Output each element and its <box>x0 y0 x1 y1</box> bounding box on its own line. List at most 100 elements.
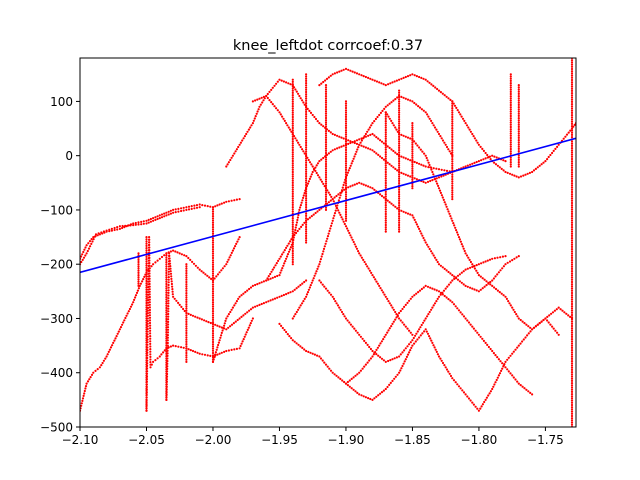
data-point <box>526 334 529 337</box>
data-point <box>357 250 360 253</box>
data-point <box>517 119 520 122</box>
data-point <box>297 141 300 144</box>
data-point <box>570 89 574 92</box>
data-point <box>570 186 574 189</box>
data-point <box>449 281 452 284</box>
data-point <box>542 318 545 322</box>
data-point <box>207 321 210 324</box>
data-point <box>149 348 152 351</box>
data-point <box>344 175 348 178</box>
data-point <box>509 139 512 142</box>
data-point <box>305 234 308 237</box>
data-point <box>263 97 266 100</box>
data-point <box>473 288 476 291</box>
data-point <box>507 300 510 303</box>
data-point <box>291 249 294 253</box>
data-point <box>233 199 236 202</box>
data-point <box>379 392 382 395</box>
data-point <box>295 223 298 227</box>
data-point <box>291 85 294 88</box>
data-point <box>508 302 511 305</box>
data-point <box>451 195 454 198</box>
data-point <box>327 152 330 155</box>
data-point <box>409 213 412 216</box>
data-point <box>149 324 152 327</box>
data-point <box>371 122 374 125</box>
data-point <box>418 336 421 339</box>
data-point <box>516 315 519 318</box>
data-point <box>324 123 328 126</box>
data-point <box>324 127 328 130</box>
data-point <box>324 145 328 148</box>
data-point <box>392 166 395 169</box>
data-point <box>383 293 386 296</box>
data-point <box>195 204 199 207</box>
data-point <box>318 122 321 125</box>
data-point <box>140 220 143 223</box>
data-point <box>517 110 520 113</box>
data-point <box>350 377 353 380</box>
data-point <box>336 304 340 307</box>
data-point <box>139 282 142 285</box>
data-point <box>509 103 512 107</box>
data-point <box>85 382 88 385</box>
data-point <box>328 193 332 196</box>
data-point <box>517 382 520 385</box>
data-point <box>567 131 570 134</box>
data-point <box>310 163 313 166</box>
data-point <box>322 80 325 84</box>
data-point <box>420 287 423 291</box>
data-point <box>302 150 305 153</box>
data-point <box>348 231 351 235</box>
data-point <box>431 287 434 290</box>
data-point <box>307 350 310 353</box>
data-point <box>308 286 311 289</box>
data-point <box>220 202 223 205</box>
data-point <box>406 174 410 177</box>
data-point <box>402 172 405 175</box>
data-point <box>570 294 574 297</box>
data-point <box>443 169 446 172</box>
data-point <box>570 285 574 288</box>
data-point <box>185 316 188 319</box>
data-point <box>291 100 294 103</box>
data-point <box>425 156 428 160</box>
data-point <box>328 367 331 370</box>
data-point <box>341 218 344 221</box>
data-point <box>354 153 357 156</box>
data-point <box>427 245 430 248</box>
data-point <box>373 188 376 191</box>
data-point <box>495 378 498 382</box>
data-point <box>368 345 371 349</box>
data-point <box>216 324 219 327</box>
data-point <box>201 353 204 356</box>
data-point <box>310 281 313 284</box>
data-point <box>455 229 458 232</box>
data-point <box>314 211 317 215</box>
data-point <box>331 132 334 136</box>
data-point <box>145 376 148 379</box>
data-point <box>123 319 126 322</box>
data-point <box>379 342 382 345</box>
data-point <box>145 249 148 252</box>
data-point <box>148 285 151 288</box>
data-point <box>549 323 552 326</box>
data-point <box>562 137 565 140</box>
data-point <box>570 322 574 325</box>
data-point <box>451 140 454 143</box>
data-point <box>382 359 385 362</box>
data-point <box>517 86 520 89</box>
data-point <box>384 175 387 178</box>
data-point <box>211 316 215 319</box>
data-point <box>384 137 387 140</box>
data-point <box>506 261 509 264</box>
data-point <box>384 133 387 136</box>
data-point <box>384 115 387 118</box>
data-point <box>185 294 188 297</box>
data-point <box>324 125 328 128</box>
data-point <box>211 356 215 359</box>
data-point <box>521 385 524 388</box>
data-point <box>469 260 472 264</box>
data-point <box>185 358 188 361</box>
data-point <box>434 86 437 89</box>
